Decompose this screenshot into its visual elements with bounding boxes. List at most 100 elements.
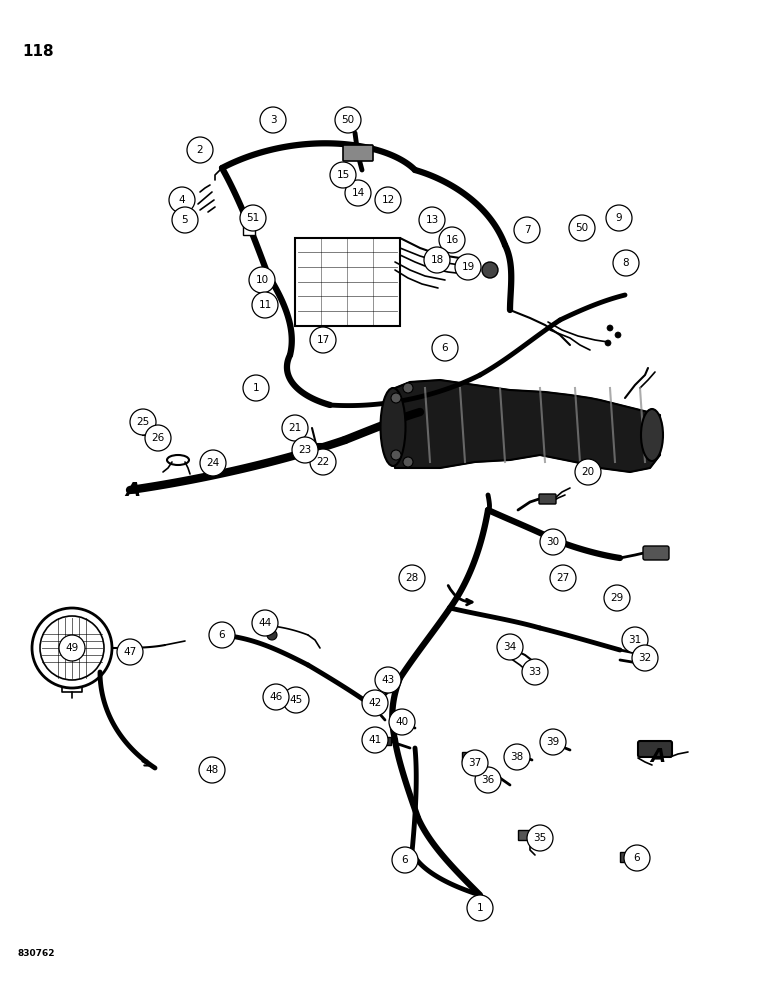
Circle shape	[632, 645, 658, 671]
Circle shape	[497, 634, 523, 660]
Circle shape	[130, 409, 156, 435]
Text: 1: 1	[476, 903, 483, 913]
Circle shape	[310, 327, 336, 353]
Circle shape	[604, 585, 630, 611]
Circle shape	[527, 825, 553, 851]
Text: 118: 118	[22, 44, 53, 60]
Circle shape	[252, 292, 278, 318]
Circle shape	[540, 729, 566, 755]
Bar	[393, 720, 411, 728]
Text: A: A	[651, 748, 665, 766]
Text: 32: 32	[638, 653, 652, 663]
Circle shape	[399, 565, 425, 591]
Circle shape	[199, 757, 225, 783]
Circle shape	[403, 383, 413, 393]
Circle shape	[504, 744, 530, 770]
Circle shape	[624, 845, 650, 871]
Text: 4: 4	[178, 195, 185, 205]
Text: 50: 50	[341, 115, 354, 125]
Text: 6: 6	[401, 855, 408, 865]
Text: 830762: 830762	[18, 948, 56, 958]
Circle shape	[252, 610, 278, 636]
Circle shape	[310, 449, 336, 475]
Text: 46: 46	[269, 692, 283, 702]
Circle shape	[330, 162, 356, 188]
Circle shape	[374, 699, 382, 707]
Circle shape	[462, 750, 488, 776]
Circle shape	[575, 459, 601, 485]
Text: 16: 16	[445, 235, 459, 245]
Circle shape	[249, 267, 275, 293]
Circle shape	[59, 635, 85, 661]
Text: 26: 26	[151, 433, 164, 443]
Text: 6: 6	[442, 343, 449, 353]
Text: 18: 18	[430, 255, 444, 265]
Circle shape	[243, 375, 269, 401]
Circle shape	[550, 565, 576, 591]
Text: 36: 36	[482, 775, 495, 785]
Text: 47: 47	[124, 647, 137, 657]
Text: 25: 25	[137, 417, 150, 427]
Text: 43: 43	[381, 675, 394, 685]
Circle shape	[419, 207, 445, 233]
Text: 34: 34	[503, 642, 516, 652]
Bar	[373, 737, 391, 745]
Text: 6: 6	[634, 853, 640, 863]
Text: 24: 24	[206, 458, 219, 468]
Circle shape	[615, 332, 621, 338]
Circle shape	[439, 227, 465, 253]
Circle shape	[424, 247, 450, 273]
Text: 30: 30	[547, 537, 560, 547]
Text: 11: 11	[259, 300, 272, 310]
Circle shape	[391, 393, 401, 403]
Text: 39: 39	[547, 737, 560, 747]
Circle shape	[540, 529, 566, 555]
Bar	[620, 852, 642, 862]
Text: 40: 40	[395, 717, 408, 727]
Bar	[295, 238, 400, 326]
Bar	[518, 830, 543, 840]
Circle shape	[391, 450, 401, 460]
Circle shape	[432, 335, 458, 361]
Text: 5: 5	[181, 215, 188, 225]
Circle shape	[622, 627, 648, 653]
Text: 15: 15	[337, 170, 350, 180]
Text: 28: 28	[405, 573, 418, 583]
Text: 23: 23	[298, 445, 312, 455]
Circle shape	[283, 687, 309, 713]
Text: 42: 42	[368, 698, 381, 708]
Circle shape	[260, 107, 286, 133]
Circle shape	[392, 847, 418, 873]
Text: 44: 44	[259, 618, 272, 628]
Text: 19: 19	[462, 262, 475, 272]
Circle shape	[391, 678, 399, 686]
Text: 29: 29	[611, 593, 624, 603]
Text: 10: 10	[256, 275, 269, 285]
Circle shape	[240, 205, 266, 231]
Text: 14: 14	[351, 188, 364, 198]
Text: 2: 2	[197, 145, 203, 155]
Text: 17: 17	[317, 335, 330, 345]
Circle shape	[263, 684, 289, 710]
Circle shape	[403, 457, 413, 467]
Circle shape	[375, 667, 401, 693]
Text: 41: 41	[368, 735, 381, 745]
Text: 51: 51	[246, 213, 259, 223]
Text: 6: 6	[218, 630, 225, 640]
Text: 48: 48	[205, 765, 218, 775]
Text: 31: 31	[628, 635, 642, 645]
Circle shape	[455, 254, 481, 280]
Circle shape	[362, 727, 388, 753]
Circle shape	[569, 215, 595, 241]
Text: 50: 50	[575, 223, 588, 233]
Circle shape	[514, 217, 540, 243]
Text: A: A	[125, 481, 141, 499]
Polygon shape	[390, 380, 660, 472]
Circle shape	[482, 262, 498, 278]
Circle shape	[605, 340, 611, 346]
Text: 13: 13	[425, 215, 438, 225]
Ellipse shape	[641, 409, 663, 461]
Circle shape	[335, 107, 361, 133]
Circle shape	[613, 250, 639, 276]
Text: 7: 7	[523, 225, 530, 235]
